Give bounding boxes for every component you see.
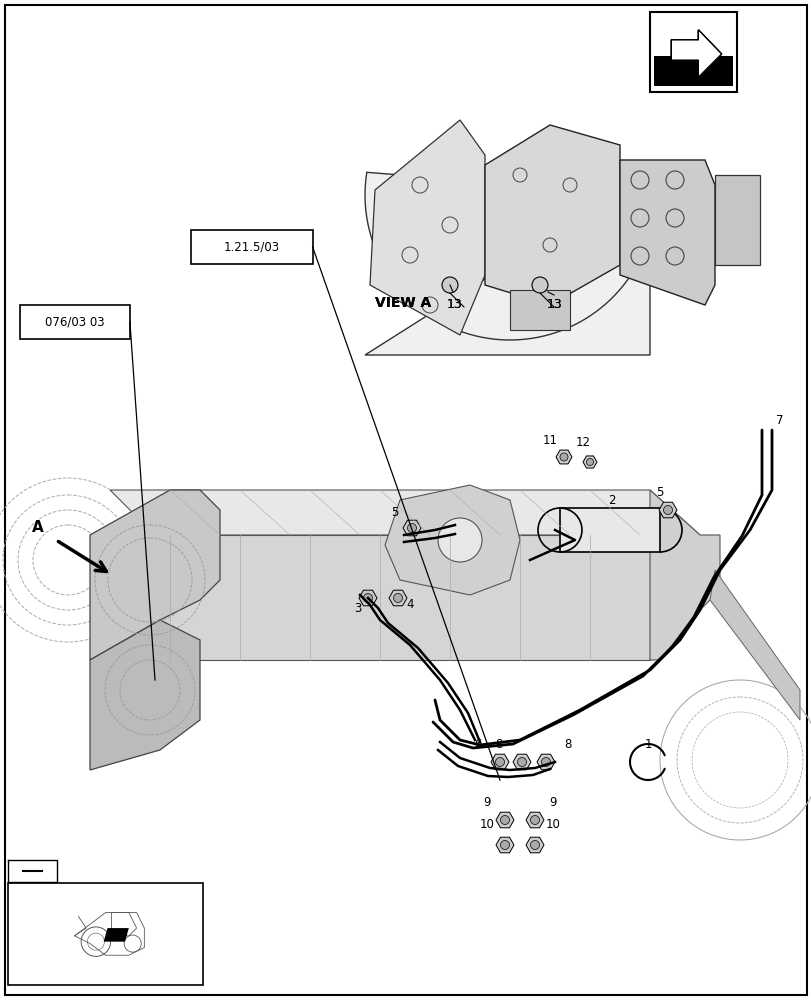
Text: 076/03 03: 076/03 03	[45, 316, 105, 328]
Circle shape	[541, 758, 550, 766]
Circle shape	[495, 758, 504, 766]
Polygon shape	[582, 456, 596, 468]
Circle shape	[531, 277, 547, 293]
Text: 9: 9	[483, 796, 490, 809]
Circle shape	[363, 593, 372, 602]
Circle shape	[393, 593, 402, 602]
Polygon shape	[358, 590, 376, 606]
Polygon shape	[90, 490, 220, 660]
Text: 13: 13	[447, 298, 462, 312]
Bar	[20, 305, 130, 339]
Polygon shape	[513, 754, 530, 770]
Circle shape	[500, 815, 508, 824]
Polygon shape	[90, 620, 200, 770]
Polygon shape	[649, 490, 719, 660]
Bar	[8, 883, 203, 985]
Bar	[650, 14, 735, 90]
Polygon shape	[109, 535, 649, 660]
Text: 1: 1	[643, 738, 651, 752]
Text: 5: 5	[391, 506, 398, 518]
Text: 13: 13	[547, 298, 562, 312]
Circle shape	[663, 506, 672, 514]
Polygon shape	[104, 928, 129, 942]
Text: 13: 13	[447, 298, 462, 312]
Polygon shape	[496, 812, 513, 828]
Polygon shape	[526, 837, 543, 853]
Polygon shape	[671, 30, 720, 77]
Bar	[191, 230, 312, 264]
Text: 11: 11	[542, 434, 557, 446]
Polygon shape	[714, 175, 759, 265]
Polygon shape	[536, 754, 554, 770]
Text: A: A	[32, 520, 44, 534]
Polygon shape	[671, 30, 720, 77]
Polygon shape	[484, 125, 620, 305]
Circle shape	[586, 458, 593, 466]
Bar	[560, 508, 659, 552]
Text: 3: 3	[354, 601, 361, 614]
Text: VIEW A: VIEW A	[375, 296, 431, 310]
Text: VIEW A: VIEW A	[375, 296, 431, 310]
Text: 10: 10	[545, 818, 560, 831]
Circle shape	[560, 453, 568, 461]
Polygon shape	[370, 120, 484, 335]
Text: 13: 13	[547, 298, 562, 312]
Polygon shape	[526, 812, 543, 828]
Circle shape	[500, 840, 508, 849]
Polygon shape	[556, 450, 571, 464]
Text: 10: 10	[479, 818, 494, 831]
Circle shape	[407, 524, 416, 532]
Polygon shape	[620, 160, 714, 305]
Polygon shape	[671, 30, 720, 77]
Bar	[649, 12, 736, 92]
Text: 1.21.5/03: 1.21.5/03	[223, 240, 280, 253]
Text: 9: 9	[548, 796, 556, 809]
Polygon shape	[384, 485, 519, 595]
Text: 4: 4	[406, 598, 414, 611]
Polygon shape	[491, 754, 508, 770]
Text: 6: 6	[474, 738, 481, 752]
Text: 5: 5	[655, 486, 663, 498]
Circle shape	[437, 518, 482, 562]
Text: 12: 12	[575, 436, 590, 450]
Polygon shape	[388, 590, 406, 606]
Polygon shape	[709, 570, 799, 720]
Circle shape	[530, 840, 539, 849]
Bar	[653, 60, 732, 78]
Polygon shape	[659, 502, 676, 518]
Polygon shape	[109, 490, 699, 535]
Polygon shape	[402, 520, 420, 536]
Bar	[653, 56, 732, 86]
Polygon shape	[365, 172, 654, 355]
Circle shape	[530, 815, 539, 824]
Text: 8: 8	[564, 738, 571, 752]
Text: 8: 8	[495, 738, 502, 752]
Text: 2: 2	[607, 493, 615, 506]
Polygon shape	[496, 837, 513, 853]
Circle shape	[517, 758, 526, 766]
Circle shape	[441, 277, 457, 293]
Text: 7: 7	[775, 414, 783, 426]
Polygon shape	[509, 290, 569, 330]
